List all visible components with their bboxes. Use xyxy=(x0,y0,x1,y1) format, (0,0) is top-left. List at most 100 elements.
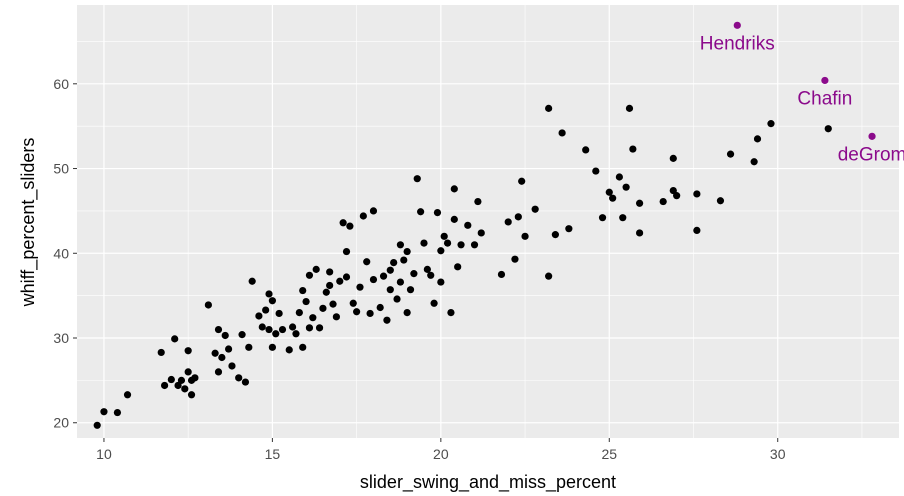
data-point xyxy=(545,272,553,280)
data-point xyxy=(400,256,408,264)
x-axis-title: slider_swing_and_miss_percent xyxy=(360,472,616,493)
data-point xyxy=(258,323,266,331)
data-point xyxy=(592,167,600,175)
data-point xyxy=(753,135,762,143)
data-point xyxy=(403,308,411,317)
data-point xyxy=(635,229,644,237)
data-point xyxy=(386,266,394,274)
data-point xyxy=(393,295,401,303)
minor-gridlines xyxy=(77,5,899,438)
data-point xyxy=(171,335,179,343)
data-point xyxy=(437,247,445,255)
data-point xyxy=(359,212,367,220)
data-point xyxy=(265,290,273,298)
point-annotation: deGrom xyxy=(838,144,904,165)
data-point xyxy=(504,218,512,226)
data-point xyxy=(184,368,192,376)
data-point xyxy=(693,190,701,198)
data-point xyxy=(443,239,452,247)
data-point xyxy=(339,219,347,227)
data-point xyxy=(191,374,199,382)
data-point xyxy=(224,345,233,353)
data-point xyxy=(214,325,223,334)
point-annotation: Chafin xyxy=(797,88,852,109)
data-point xyxy=(228,362,236,370)
data-point xyxy=(423,265,431,273)
data-point xyxy=(332,313,341,321)
data-point xyxy=(268,297,276,305)
data-point xyxy=(531,205,539,213)
data-point xyxy=(464,221,472,229)
data-point xyxy=(406,286,415,294)
data-point xyxy=(241,378,250,386)
data-point xyxy=(454,263,462,271)
data-point xyxy=(346,222,354,230)
data-point xyxy=(410,270,418,278)
y-tick-label: 50 xyxy=(53,161,69,177)
data-point xyxy=(824,125,832,133)
data-point xyxy=(376,303,384,312)
data-point xyxy=(386,286,394,294)
data-point xyxy=(255,312,263,320)
data-point xyxy=(299,343,307,351)
data-point xyxy=(437,278,445,286)
data-point xyxy=(514,213,522,221)
y-axis-title: whiff_percent_sliders xyxy=(18,138,39,308)
data-point xyxy=(551,231,559,239)
x-tick-label: 25 xyxy=(601,446,617,462)
data-point xyxy=(160,381,169,390)
data-point xyxy=(767,120,775,128)
data-point xyxy=(518,177,526,185)
data-point xyxy=(315,324,324,332)
data-point xyxy=(305,324,314,332)
data-point xyxy=(669,154,677,162)
data-point xyxy=(238,331,246,339)
data-point xyxy=(265,325,273,334)
data-point xyxy=(289,323,297,331)
x-tick-label: 20 xyxy=(433,446,449,462)
data-point xyxy=(326,281,334,290)
data-point xyxy=(383,316,391,324)
data-point xyxy=(430,299,438,307)
data-point xyxy=(582,146,590,154)
data-point xyxy=(184,347,192,355)
major-gridlines xyxy=(77,5,899,438)
data-point xyxy=(726,150,735,158)
data-point xyxy=(299,286,307,295)
y-tick-label: 30 xyxy=(53,330,69,346)
y-tick-label: 60 xyxy=(53,76,69,92)
data-point xyxy=(413,175,421,183)
data-point xyxy=(326,268,334,276)
data-point xyxy=(93,421,101,429)
data-point xyxy=(218,353,226,362)
data-point xyxy=(187,391,196,399)
data-point xyxy=(342,247,351,256)
data-point xyxy=(673,192,681,200)
data-point xyxy=(629,145,637,153)
data-point xyxy=(545,104,553,112)
data-point xyxy=(353,308,361,316)
data-point xyxy=(477,229,485,237)
data-point xyxy=(447,308,455,317)
data-point xyxy=(605,188,613,196)
data-point xyxy=(363,258,371,266)
data-point xyxy=(474,197,482,206)
data-point xyxy=(275,309,283,318)
data-point xyxy=(433,209,442,217)
data-point xyxy=(177,376,186,384)
x-axis-ticks: 10 15 20 25 30 xyxy=(96,438,786,462)
highlighted-point xyxy=(733,21,741,29)
data-point xyxy=(174,381,182,390)
data-point xyxy=(669,186,677,195)
point-annotation: Hendriks xyxy=(700,33,775,54)
data-point xyxy=(336,277,344,285)
data-point xyxy=(521,232,529,240)
data-points xyxy=(93,104,832,429)
data-point xyxy=(457,241,465,249)
data-point xyxy=(440,232,448,240)
data-point xyxy=(379,272,388,280)
data-point xyxy=(356,283,364,291)
x-tick-label: 15 xyxy=(265,446,281,462)
data-point xyxy=(272,330,280,338)
data-point xyxy=(511,255,519,263)
